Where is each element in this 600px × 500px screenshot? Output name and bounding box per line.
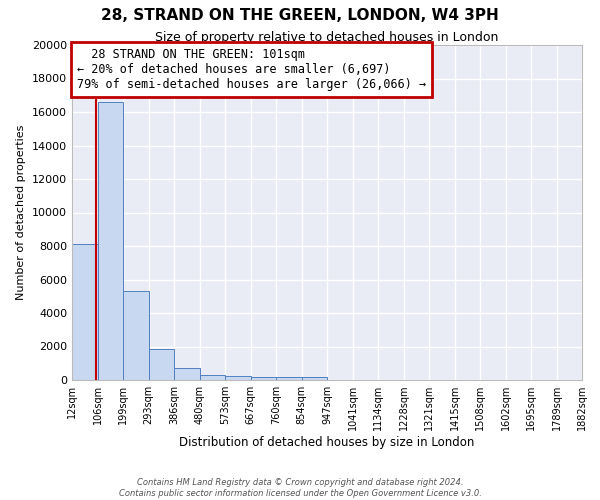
Bar bbox=[200, 374, 225, 380]
Bar bbox=[123, 291, 149, 380]
Bar bbox=[302, 378, 327, 380]
Title: Size of property relative to detached houses in London: Size of property relative to detached ho… bbox=[155, 31, 499, 44]
Bar bbox=[72, 244, 98, 380]
Bar bbox=[149, 349, 174, 380]
Bar bbox=[276, 377, 302, 380]
Bar bbox=[225, 376, 251, 380]
Bar bbox=[251, 377, 276, 380]
Text: Contains HM Land Registry data © Crown copyright and database right 2024.
Contai: Contains HM Land Registry data © Crown c… bbox=[119, 478, 481, 498]
X-axis label: Distribution of detached houses by size in London: Distribution of detached houses by size … bbox=[179, 436, 475, 449]
Bar bbox=[174, 368, 200, 380]
Bar bbox=[98, 102, 123, 380]
Text: 28, STRAND ON THE GREEN, LONDON, W4 3PH: 28, STRAND ON THE GREEN, LONDON, W4 3PH bbox=[101, 8, 499, 22]
Y-axis label: Number of detached properties: Number of detached properties bbox=[16, 125, 26, 300]
Text: 28 STRAND ON THE GREEN: 101sqm  
← 20% of detached houses are smaller (6,697)
79: 28 STRAND ON THE GREEN: 101sqm ← 20% of … bbox=[77, 48, 426, 92]
